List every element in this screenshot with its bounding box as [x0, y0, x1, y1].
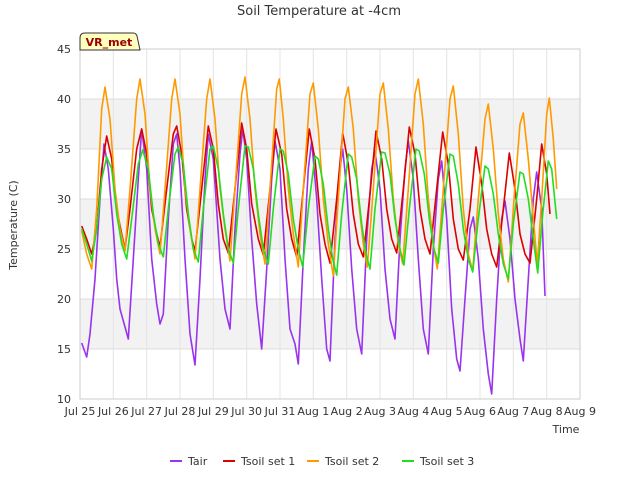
series-line-tsoil-set-3	[80, 145, 558, 280]
y-tick-label: 15	[57, 343, 71, 356]
x-axis-label: Time	[552, 423, 580, 436]
x-tick-label: Aug 7	[497, 405, 529, 418]
legend-label-tsoil-set-1: Tsoil set 1	[240, 455, 295, 468]
x-tick-label: Jul 25	[64, 405, 96, 418]
x-tick-label: Jul 27	[130, 405, 162, 418]
y-tick-label: 40	[57, 93, 71, 106]
legend-label-tsoil-set-2: Tsoil set 2	[324, 455, 379, 468]
y-tick-label: 20	[57, 293, 71, 306]
y-tick-label: 25	[57, 243, 71, 256]
background-band	[80, 99, 580, 149]
legend: Tair Tsoil set 1 Tsoil set 2 Tsoil set 3	[170, 455, 474, 468]
x-tick-label: Aug 2	[331, 405, 363, 418]
x-tick-label: Aug 4	[397, 405, 429, 418]
y-tick-label: 10	[57, 393, 71, 406]
x-tick-label: Jul 31	[264, 405, 296, 418]
x-tick-label: Jul 26	[97, 405, 129, 418]
x-tick-label: Aug 9	[564, 405, 596, 418]
y-axis-ticks: 10 15 20 25 30 35 40 45	[57, 43, 71, 406]
vr-met-label: VR_met	[86, 36, 133, 49]
x-tick-label: Jul 30	[230, 405, 262, 418]
legend-label-tair: Tair	[187, 455, 208, 468]
y-tick-label: 35	[57, 143, 71, 156]
legend-label-tsoil-set-3: Tsoil set 3	[419, 455, 474, 468]
plot-area-frame	[79, 48, 581, 400]
x-axis-ticks: Jul 25 Jul 26 Jul 27 Jul 28 Jul 29 Jul 30 Jul …	[64, 405, 596, 418]
y-tick-label: 30	[57, 193, 71, 206]
x-tick-label: Aug 6	[464, 405, 496, 418]
x-tick-label: Aug 3	[364, 405, 396, 418]
vr-met-badge: VR_met	[79, 32, 141, 51]
x-tick-label: Aug 1	[297, 405, 329, 418]
series-line-tsoil-set-2	[80, 76, 558, 283]
x-tick-label: Aug 5	[431, 405, 463, 418]
series-lines	[80, 76, 558, 395]
y-axis-label: Temperature (C)	[7, 180, 20, 270]
x-tick-label: Jul 28	[164, 405, 196, 418]
chart-title: Soil Temperature at -4cm	[237, 4, 401, 19]
y-tick-label: 45	[57, 43, 71, 56]
x-tick-label: Aug 8	[531, 405, 563, 418]
x-tick-label: Jul 29	[197, 405, 229, 418]
